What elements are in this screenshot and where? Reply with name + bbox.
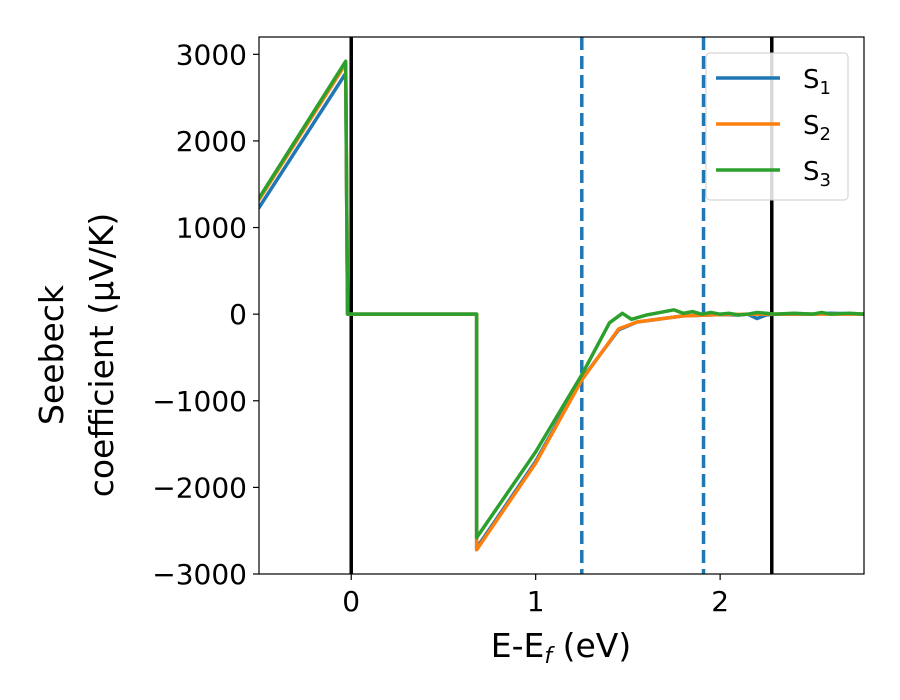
y-axis-label-line2: coefficient (μV/K) — [82, 213, 121, 498]
legend-label-s2: S2 — [803, 111, 831, 145]
x-axis-label-unit: (eV) — [552, 626, 631, 665]
y-tick-label: −1000 — [152, 385, 247, 418]
y-tick-label: −3000 — [152, 558, 247, 591]
y-tick-label: 3000 — [176, 38, 247, 71]
legend-label-s1: S1 — [803, 65, 831, 99]
plot-frame — [258, 36, 865, 575]
y-tick-label: −2000 — [152, 471, 247, 504]
y-axis-label: Seebeck coefficient (μV/K) — [32, 213, 121, 498]
legend-box — [705, 52, 849, 201]
series-line-s3 — [259, 59, 864, 540]
x-axis-label: E-Ef (eV) — [491, 626, 631, 669]
x-axis-label-subscript: f — [544, 644, 555, 669]
x-tick-label: 2 — [711, 585, 729, 618]
series-lines — [259, 59, 864, 552]
y-tick-label: 1000 — [176, 212, 247, 245]
y-tick-label: 2000 — [176, 125, 247, 158]
y-axis-ticks: −3000 −2000 −1000 0 1000 2000 3000 — [152, 38, 259, 591]
y-axis-label-line1: Seebeck — [32, 284, 71, 425]
x-axis-label-main: E-E — [491, 626, 545, 665]
legend: S1 S2 S3 — [705, 52, 849, 201]
legend-entries: S1 S2 S3 — [716, 65, 831, 191]
x-tick-label: 1 — [527, 585, 545, 618]
legend-label-s3: S3 — [803, 157, 831, 191]
y-tick-label: 0 — [229, 298, 247, 331]
x-tick-label: 0 — [342, 585, 360, 618]
x-axis-ticks: 0 1 2 — [342, 574, 729, 618]
